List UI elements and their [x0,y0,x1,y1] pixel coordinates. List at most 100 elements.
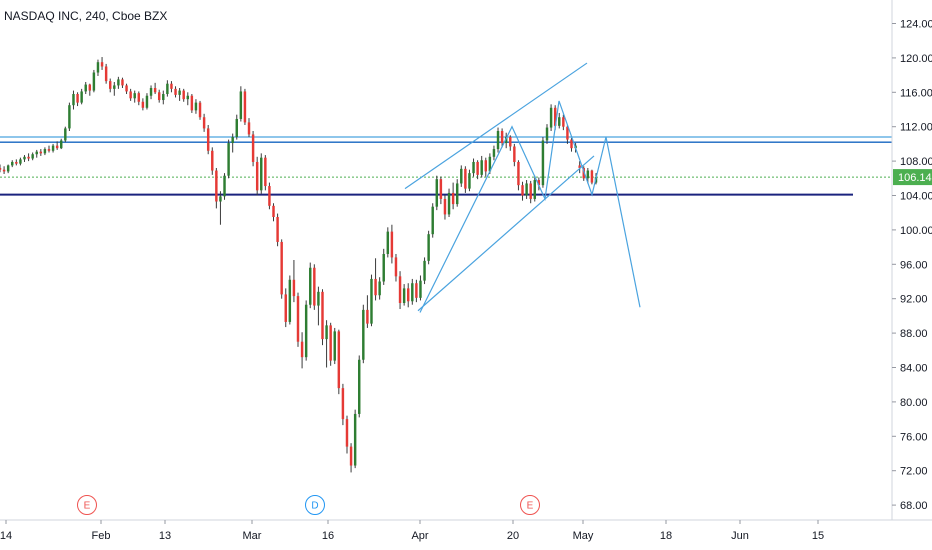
candle-down [366,309,369,324]
candle-down [125,85,128,92]
candle-down [390,231,394,258]
candle-up [431,206,434,235]
candle-up [11,161,14,166]
candle-down [247,122,251,135]
price-tick-label: 76.00 [900,431,928,443]
price-tick-label: 120.00 [900,53,932,65]
candle-down [47,149,51,151]
candle-down [578,165,581,168]
last-price-label: 106.14 [898,172,932,184]
candle-down [198,102,202,118]
earnings-marker[interactable]: E [77,495,97,515]
candle-up [80,91,83,103]
candle-down [439,179,443,199]
candle-up [23,156,26,160]
candle-down [296,296,300,342]
candle-down [321,291,324,340]
candle-down [76,94,79,103]
candle-down [451,192,455,205]
candle-down [500,131,504,144]
projection-zigzag[interactable] [419,100,641,313]
event-label: E [84,501,91,512]
candle-down [590,170,594,183]
candle-up [235,118,238,138]
price-tick-label: 96.00 [900,259,928,271]
candle-up [358,359,361,414]
candle-up [239,91,243,119]
price-tick-label: 104.00 [900,191,932,203]
candle-up [402,288,406,303]
candle-up [227,143,230,176]
candle-down [537,180,541,186]
candle-down [121,79,124,86]
candle-up [72,94,75,106]
candle-up [43,149,47,154]
candle-down [272,205,275,217]
candle-down [88,84,92,91]
candle-down [341,388,345,420]
candle-up [423,260,426,281]
candle-up [427,234,430,261]
candle-up [260,157,263,191]
candle-down [39,151,43,154]
price-tick-label: 80.00 [900,397,928,409]
last-price-tag [893,169,932,186]
time-axis[interactable]: 14 Feb 13 Mar 16 Apr 20 May 18 Jun 15 [0,519,932,542]
candle-down [157,92,161,101]
price-tick-label: 100.00 [900,225,932,237]
trend-drawings[interactable] [404,62,641,313]
candle-down [0,167,2,170]
candle-up [35,151,38,155]
candle-down [374,278,377,296]
candle-down [211,150,214,171]
candle-up [455,183,459,205]
time-tick-label: 20 [507,530,519,542]
candle-down [349,446,353,466]
candle-up [223,175,226,197]
price-axis[interactable]: 124.00 120.00 116.00 112.00 108.00 104.00 100.… [891,0,932,520]
candle-up [460,168,463,184]
candle-up [117,79,120,86]
candle-up [64,128,67,141]
event-label: D [311,501,318,512]
candle-down [329,325,332,361]
candle-down [509,137,512,147]
candle-down [15,161,18,164]
candle-down [517,161,520,186]
candle-down [100,62,104,67]
candle-up [411,283,414,302]
channel-lower-line[interactable] [417,155,595,312]
candle-down [141,101,145,108]
candle-up [194,102,198,111]
candle-up [92,72,96,91]
candle-down [398,276,402,303]
candle-up [541,140,545,186]
candle-down [251,134,255,162]
candle-up [586,170,590,179]
event-circle [77,495,97,515]
price-tick-label: 88.00 [900,328,928,340]
candle-down [521,185,524,196]
candle-down [129,91,132,99]
candle-down [202,117,206,129]
candle-down [174,88,177,95]
candle-up [492,149,496,157]
time-tick-label: 13 [159,530,171,542]
candle-up [386,231,390,254]
candle-down [464,168,467,189]
candle-up [6,165,10,172]
event-circle [305,495,325,515]
candle-up [504,137,508,144]
candle-down [513,146,516,162]
candle-down [170,83,173,89]
candle-down [276,217,279,242]
price-tick-label: 84.00 [900,363,928,375]
dividend-marker[interactable]: D [305,495,325,515]
candle-down [300,341,304,358]
channel-upper-line[interactable] [404,62,588,190]
time-tick-label: Apr [411,530,428,542]
earnings-marker[interactable]: E [520,495,540,515]
time-tick-label: 14 [0,530,12,542]
